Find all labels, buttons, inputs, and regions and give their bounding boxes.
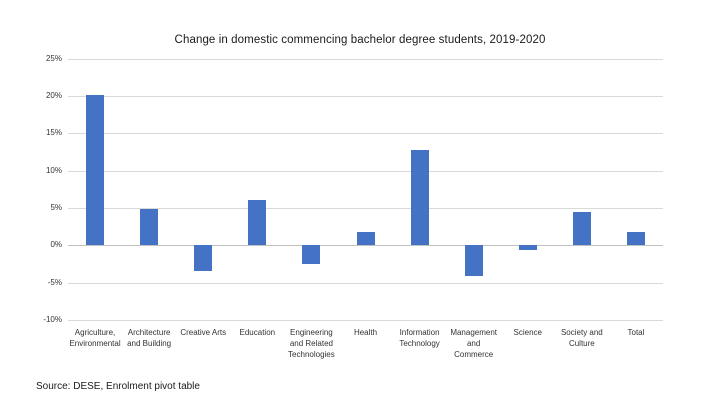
bar: [194, 245, 213, 272]
x-axis-category-label: Total: [627, 328, 645, 337]
x-axis-category-label: Information Technology: [399, 328, 440, 348]
y-gridline: [68, 207, 663, 209]
y-gridline: [68, 320, 663, 321]
bar: [140, 208, 159, 246]
bar: [86, 95, 105, 246]
x-axis-category-label: Health: [353, 328, 378, 337]
x-axis-category-label: Management and Commerce: [450, 328, 498, 359]
bar: [302, 245, 321, 264]
chart-title: Change in domestic commencing bachelor d…: [174, 34, 546, 46]
y-axis-tick-label: 20%: [45, 90, 62, 100]
bar: [518, 245, 537, 250]
bar: [356, 231, 375, 246]
x-axis-category-label: Society and Culture: [560, 328, 603, 348]
bar: [410, 150, 429, 246]
y-gridline: [68, 170, 663, 172]
bar: [464, 245, 483, 276]
bar: [248, 199, 267, 246]
x-axis-category-label: Architecture and Building: [127, 328, 172, 348]
zero-axis-line: [68, 245, 663, 247]
y-gridline: [68, 58, 663, 60]
y-gridline: [68, 133, 663, 135]
y-axis-tick-label: 0%: [50, 240, 62, 250]
y-axis-tick-label: 10%: [45, 165, 62, 175]
y-axis-tick-label: -5%: [47, 277, 62, 287]
y-axis-tick-label: 15%: [45, 128, 62, 138]
y-axis-tick-label: -10%: [43, 315, 62, 324]
bar: [626, 231, 645, 246]
source-note: Source: DESE, Enrolment pivot table: [36, 381, 200, 392]
x-axis-category-label: Agriculture, Environmental: [69, 328, 121, 348]
x-axis-category-label: Engineering and Related Technologies: [288, 328, 335, 359]
bar: [572, 211, 591, 246]
x-axis-category-label: Creative Arts: [180, 328, 227, 337]
x-axis-category-label: Education: [239, 328, 276, 337]
y-axis-tick-label: 5%: [50, 202, 62, 212]
x-axis-category-label: Science: [513, 328, 542, 337]
y-axis-tick-label: 25%: [45, 53, 62, 63]
y-gridline: [68, 95, 663, 97]
y-gridline: [68, 282, 663, 284]
